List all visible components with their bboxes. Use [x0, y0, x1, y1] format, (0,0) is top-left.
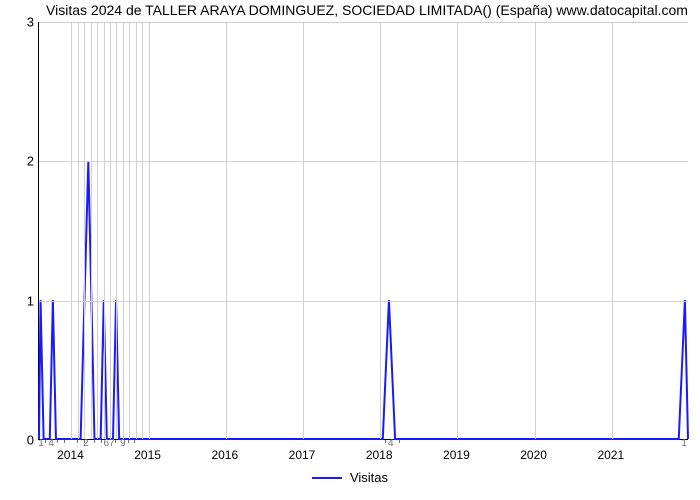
- x-minor-tickmark: [45, 440, 46, 443]
- x-minor-tickmark: [101, 440, 102, 443]
- gridline-v: [149, 22, 150, 439]
- gridline-v-minor: [110, 22, 111, 439]
- x-minor-tickmark: [64, 440, 65, 443]
- y-tick-label: 3: [4, 15, 34, 30]
- gridline-v: [612, 22, 613, 439]
- x-minor-tickmark: [115, 440, 116, 443]
- x-minor-tickmark: [94, 440, 95, 443]
- x-minor-tickmark: [128, 440, 129, 443]
- gridline-v: [303, 22, 304, 439]
- y-tick-label: 0: [4, 433, 34, 448]
- gridline-v-minor: [123, 22, 124, 439]
- x-minor-tickmark: [57, 440, 58, 443]
- x-tick-minor: 1: [38, 438, 44, 449]
- chart-container: Visitas 2024 de TALLER ARAYA DOMINGUEZ, …: [0, 0, 700, 500]
- gridline-v-minor: [78, 22, 79, 439]
- y-tick-label: 1: [4, 293, 34, 308]
- x-tick-minor: 67: [103, 438, 114, 449]
- gridline-v: [71, 22, 72, 439]
- chart-title: Visitas 2024 de TALLER ARAYA DOMINGUEZ, …: [38, 2, 696, 18]
- gridline-v: [226, 22, 227, 439]
- x-tick-minor: 4: [48, 438, 54, 449]
- x-tick-year: 2015: [134, 448, 161, 462]
- x-tick-year: 2021: [597, 448, 624, 462]
- x-tick-year: 2018: [366, 448, 393, 462]
- gridline-v-minor: [116, 22, 117, 439]
- gridline-v-minor: [97, 22, 98, 439]
- gridline-v-minor: [84, 22, 85, 439]
- x-minor-tickmark: [77, 440, 78, 443]
- gridline-v: [535, 22, 536, 439]
- gridline-v-minor: [91, 22, 92, 439]
- x-minor-tickmark: [84, 440, 85, 443]
- gridline-v-minor: [104, 22, 105, 439]
- x-tick-year: 2020: [520, 448, 547, 462]
- x-minor-tickmark: [134, 440, 135, 443]
- x-tick-minor: 1: [681, 438, 687, 449]
- x-tick-year: 2019: [443, 448, 470, 462]
- x-minor-tickmark: [385, 440, 386, 443]
- x-tick-minor: 9: [120, 438, 126, 449]
- x-tick-year: 2017: [289, 448, 316, 462]
- x-tick-year: 2014: [57, 448, 84, 462]
- legend-label: Visitas: [350, 470, 388, 485]
- gridline-v: [457, 22, 458, 439]
- y-tick-label: 2: [4, 154, 34, 169]
- plot-area: [38, 22, 688, 440]
- gridline-v-minor: [136, 22, 137, 439]
- x-tick-minor: 4: [388, 438, 394, 449]
- x-tick-year: 2016: [211, 448, 238, 462]
- legend-swatch: [312, 477, 342, 479]
- gridline-v: [380, 22, 381, 439]
- gridline-v-minor: [142, 22, 143, 439]
- x-minor-tickmark: [399, 440, 400, 443]
- legend: Visitas: [312, 470, 388, 485]
- gridline-v-minor: [129, 22, 130, 439]
